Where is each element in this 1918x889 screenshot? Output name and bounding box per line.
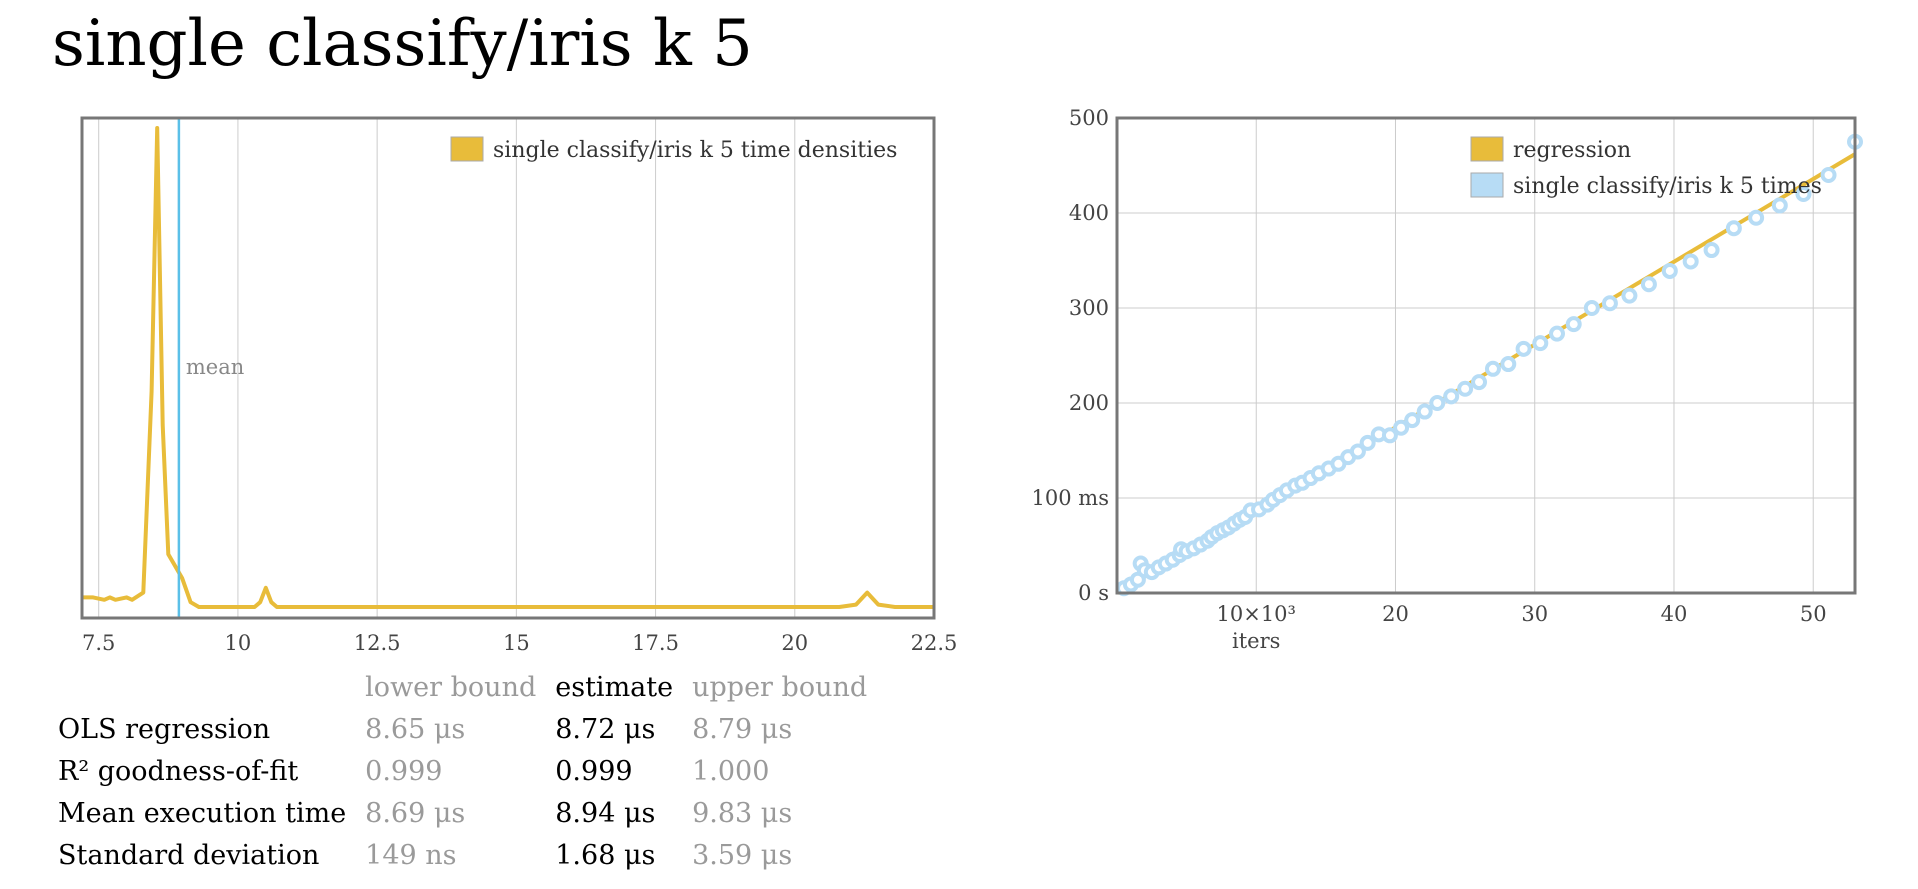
timing-point xyxy=(1532,335,1549,352)
regression-x-tick-label: 40 xyxy=(1661,602,1688,626)
timing-point xyxy=(1416,403,1433,420)
statistics-header-row: lower bound estimate upper bound xyxy=(48,666,876,708)
density-legend-swatch xyxy=(450,136,484,162)
statistics-label: Standard deviation xyxy=(58,839,320,871)
timing-point xyxy=(1443,388,1460,405)
iteration-regression-chart: 10×10³ 20 30 40 50 0 s 100 ms 200 300 400 500 iters… xyxy=(1032,106,1863,653)
regression-y-tick-label: 400 xyxy=(1069,201,1109,225)
statistics-header-lower-bound: lower bound xyxy=(365,671,537,703)
regression-plot-frame xyxy=(1115,116,1857,595)
statistics-header-estimate: estimate xyxy=(555,671,674,703)
regression-y-tick-label: 500 xyxy=(1069,106,1109,130)
timing-point xyxy=(1484,360,1501,377)
statistics-row: Mean execution time 8.69 μs 8.94 μs 9.83… xyxy=(48,792,876,834)
statistics-header-upper-bound: upper bound xyxy=(692,671,868,703)
density-x-tick-label: 17.5 xyxy=(632,631,679,655)
statistics-header-blank xyxy=(48,666,355,708)
regression-y-tick-label: 200 xyxy=(1069,391,1109,415)
regression-grid xyxy=(1117,117,1855,594)
density-x-tick-label: 20 xyxy=(781,631,808,655)
time-density-chart: 7.5 10 12.5 15 17.5 20 22.5 mean single classify… xyxy=(80,116,958,655)
timing-point xyxy=(1515,340,1532,357)
regression-x-tick-label: 50 xyxy=(1800,602,1827,626)
timing-point xyxy=(1349,443,1366,460)
timing-point xyxy=(1661,262,1678,279)
regression-x-tick-label: 30 xyxy=(1521,602,1548,626)
timing-legend-label: single classify/iris k 5 times xyxy=(1513,174,1822,199)
statistics-row: Standard deviation 149 ns 1.68 μs 3.59 μ… xyxy=(48,834,876,876)
regression-x-tick-label: 10×10³ xyxy=(1217,602,1296,626)
timing-point xyxy=(1393,419,1410,436)
statistics-row: OLS regression 8.65 μs 8.72 μs 8.79 μs xyxy=(48,708,876,750)
timing-point xyxy=(1471,374,1488,391)
regression-x-axis-label: iters xyxy=(1232,629,1280,653)
statistics-estimate: 0.999 xyxy=(555,755,633,787)
regression-legend-swatch xyxy=(1470,136,1504,162)
statistics-lower: 8.65 μs xyxy=(365,713,466,745)
mean-label: mean xyxy=(186,355,244,379)
timing-point xyxy=(1565,316,1582,333)
timing-point xyxy=(1682,253,1699,270)
timing-point xyxy=(1795,186,1812,202)
timing-point xyxy=(1771,197,1788,214)
timing-point xyxy=(1601,295,1618,312)
regression-y-tick-label: 300 xyxy=(1069,296,1109,320)
statistics-row: R² goodness-of-fit 0.999 0.999 1.000 xyxy=(48,750,876,792)
regression-legend-label: regression xyxy=(1513,138,1631,163)
density-x-tick-label: 10 xyxy=(225,631,252,655)
statistics-estimate: 8.72 μs xyxy=(555,713,656,745)
statistics-lower: 149 ns xyxy=(365,839,457,871)
statistics-lower: 0.999 xyxy=(365,755,443,787)
statistics-upper: 8.79 μs xyxy=(692,713,793,745)
statistics-label: OLS regression xyxy=(58,713,271,745)
density-x-tick-label: 15 xyxy=(503,631,530,655)
timing-point xyxy=(1703,242,1720,259)
statistics-estimate: 8.94 μs xyxy=(555,797,656,829)
statistics-upper: 3.59 μs xyxy=(692,839,793,871)
density-x-tick-label: 7.5 xyxy=(82,631,115,655)
statistics-upper: 9.83 μs xyxy=(692,797,793,829)
timing-point xyxy=(1583,300,1600,316)
timing-point xyxy=(1549,325,1566,342)
regression-y-tick-label: 0 s xyxy=(1078,581,1109,605)
statistics-label: Mean execution time xyxy=(58,797,347,829)
timing-point xyxy=(1457,380,1474,397)
timing-point xyxy=(1359,434,1376,451)
timing-point xyxy=(1640,276,1657,293)
timing-point xyxy=(1500,356,1517,373)
density-legend-label: single classify/iris k 5 time densities xyxy=(493,138,897,163)
timing-point xyxy=(1404,412,1421,429)
statistics-estimate: 1.68 μs xyxy=(555,839,656,871)
timing-point xyxy=(1725,220,1742,237)
timing-point xyxy=(1429,395,1446,411)
density-x-tick-label: 22.5 xyxy=(911,631,958,655)
density-plot-frame xyxy=(80,116,936,620)
statistics-upper: 1.000 xyxy=(692,755,770,787)
regression-y-tick-label: 100 ms xyxy=(1032,486,1109,510)
regression-x-tick-label: 20 xyxy=(1382,602,1409,626)
timing-points xyxy=(1115,133,1863,597)
timing-point xyxy=(1621,287,1638,304)
timing-point xyxy=(1748,209,1765,226)
statistics-lower: 8.69 μs xyxy=(365,797,466,829)
density-series-line xyxy=(82,126,934,609)
timing-legend-swatch xyxy=(1470,172,1504,198)
density-x-tick-label: 12.5 xyxy=(354,631,401,655)
page-title: single classify/iris k 5 xyxy=(52,7,753,81)
statistics-label: R² goodness-of-fit xyxy=(58,755,299,787)
timing-point xyxy=(1381,427,1398,444)
statistics-table: lower bound estimate upper bound OLS reg… xyxy=(48,666,876,876)
timing-point xyxy=(1820,167,1837,183)
